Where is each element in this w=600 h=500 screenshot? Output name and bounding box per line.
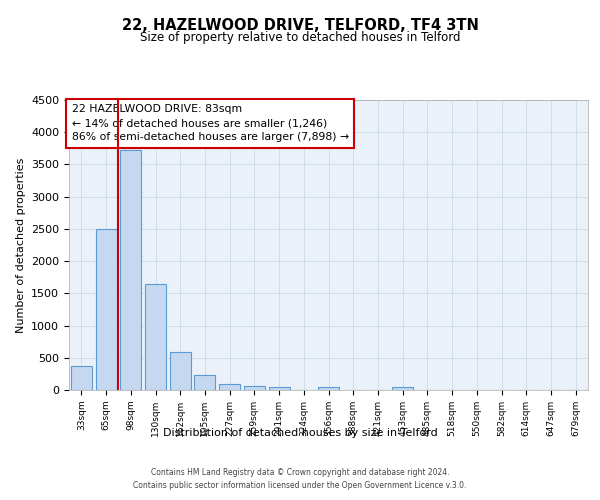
Bar — [170, 352, 191, 390]
Y-axis label: Number of detached properties: Number of detached properties — [16, 158, 26, 332]
Bar — [71, 366, 92, 390]
Bar — [244, 386, 265, 390]
Text: Contains HM Land Registry data © Crown copyright and database right 2024.: Contains HM Land Registry data © Crown c… — [151, 468, 449, 477]
Text: 22 HAZELWOOD DRIVE: 83sqm
← 14% of detached houses are smaller (1,246)
86% of se: 22 HAZELWOOD DRIVE: 83sqm ← 14% of detac… — [71, 104, 349, 142]
Text: 22, HAZELWOOD DRIVE, TELFORD, TF4 3TN: 22, HAZELWOOD DRIVE, TELFORD, TF4 3TN — [122, 18, 478, 32]
Text: Size of property relative to detached houses in Telford: Size of property relative to detached ho… — [140, 31, 460, 44]
Bar — [194, 374, 215, 390]
Bar — [392, 388, 413, 390]
Text: Contains public sector information licensed under the Open Government Licence v.: Contains public sector information licen… — [133, 480, 467, 490]
Bar — [318, 387, 339, 390]
Bar — [145, 284, 166, 390]
Bar — [269, 387, 290, 390]
Bar — [95, 229, 116, 390]
Text: Distribution of detached houses by size in Telford: Distribution of detached houses by size … — [163, 428, 437, 438]
Bar — [120, 150, 141, 390]
Bar — [219, 384, 240, 390]
